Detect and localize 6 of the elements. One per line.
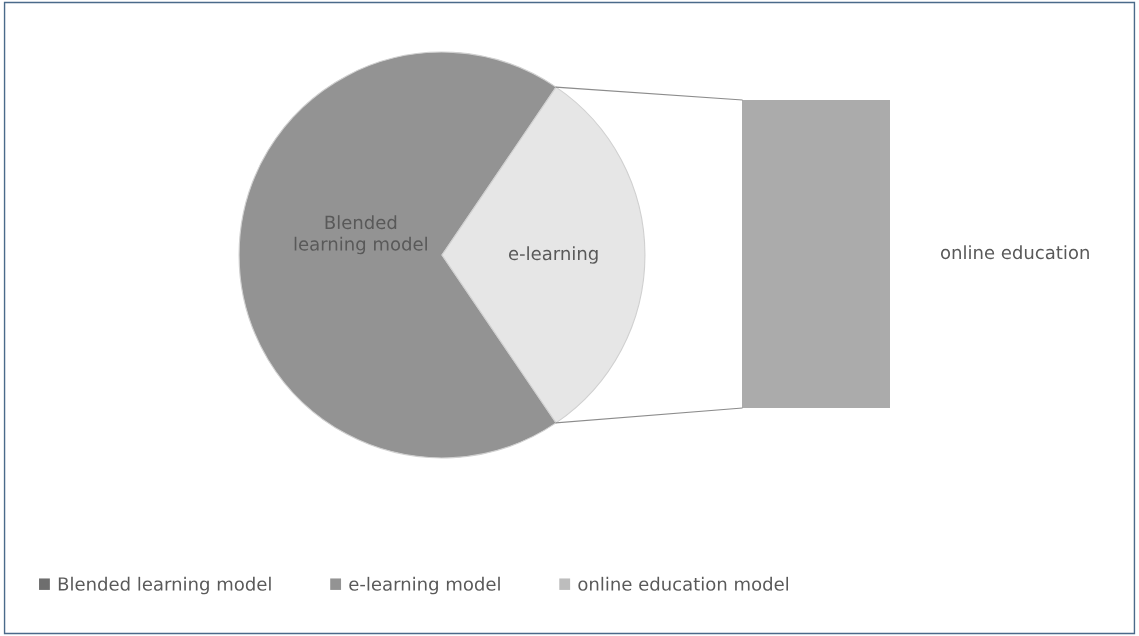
text: online education (941, 245, 1089, 260)
slice-label: Blended learning model (294, 215, 427, 255)
legend-label: Blended learning model (58, 576, 271, 595)
slice-label: e-learning (508, 246, 598, 264)
legend-label: e-learning model (349, 576, 500, 595)
legend-label: online education model (578, 576, 789, 591)
